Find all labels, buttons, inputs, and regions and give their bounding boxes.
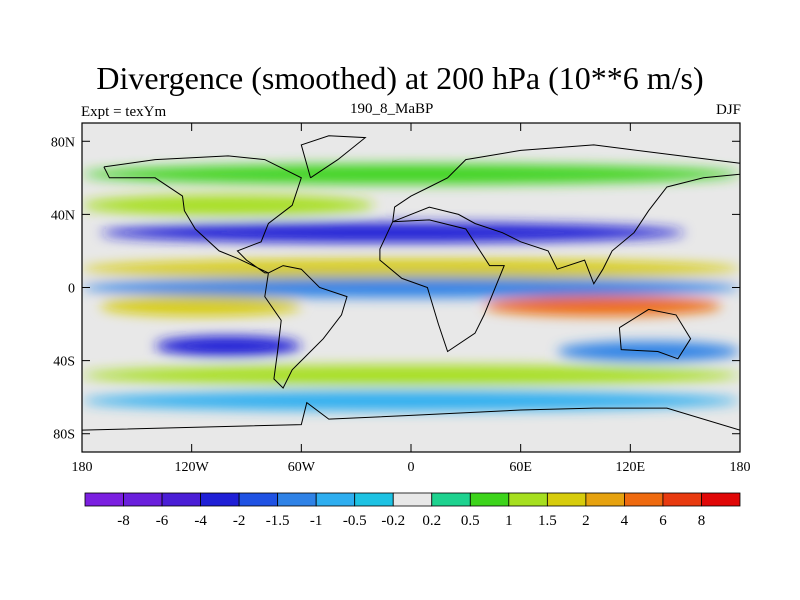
field-band-6 <box>100 295 302 316</box>
subtitle-left: Expt = texYm <box>81 104 167 120</box>
colorbar-swatch <box>546 492 587 507</box>
x-axis: 180 120W 60W 0 60E 120E 180 <box>72 123 751 475</box>
colorbar-label: -0.5 <box>343 513 367 529</box>
coastline-segment-6 <box>82 401 740 431</box>
colorbar-swatch <box>392 492 433 507</box>
colorbar-swatch <box>200 492 240 507</box>
coastline-segment-4 <box>392 144 740 285</box>
colorbar-label: 0.2 <box>422 513 441 529</box>
field-band-3 <box>82 259 740 280</box>
y-tick-label: 80S <box>53 428 75 443</box>
y-tick-label: 0 <box>68 282 75 297</box>
colorbar-label: -0.2 <box>381 513 405 529</box>
colorbar-label: 6 <box>659 513 667 529</box>
colorbar-swatch <box>624 492 664 507</box>
map-plot-area <box>81 122 741 453</box>
coastline-segment-0 <box>103 155 302 274</box>
field-band-2 <box>100 222 686 243</box>
colorbar: -8 -6 -4 -2 -1.5 -1 -0.5 -0.2 0.2 0.5 1 1.5 2 4 6 8 <box>84 492 741 529</box>
colorbar-swatch <box>123 492 163 507</box>
x-tick-label: 60E <box>509 460 532 475</box>
y-axis: 80N 40N 0 40S 80S <box>51 135 740 443</box>
coastline-segment-2 <box>300 135 367 179</box>
chart-title: Divergence (smoothed) at 200 hPa (10**6 … <box>96 60 704 96</box>
colorbar-swatch <box>84 492 124 507</box>
coastline-segment-1 <box>264 265 348 389</box>
y-tick-label: 40S <box>53 355 75 370</box>
colorbar-label: -2 <box>233 513 246 529</box>
colorbar-label: 1.5 <box>538 513 557 529</box>
colorbar-label: -1.5 <box>266 513 290 529</box>
colorbar-label: -4 <box>194 513 207 529</box>
colorbar-label: -6 <box>156 513 169 529</box>
x-tick-label: 60W <box>288 460 316 475</box>
y-tick-label: 80N <box>51 135 75 150</box>
field-band-0 <box>82 164 740 185</box>
field-band-5 <box>484 295 722 316</box>
coastline <box>82 135 740 431</box>
x-tick-label: 120W <box>175 460 210 475</box>
field-band-9 <box>82 365 740 386</box>
colorbar-swatch <box>508 492 548 507</box>
field-band-10 <box>82 390 740 411</box>
colorbar-label: 0.5 <box>461 513 480 529</box>
colorbar-label: 2 <box>582 513 590 529</box>
field-band-4 <box>82 277 740 298</box>
field-band-7 <box>155 335 302 356</box>
colorbar-label: -1 <box>310 513 323 529</box>
colorbar-swatch <box>238 492 279 507</box>
colorbar-swatch <box>161 492 201 507</box>
x-tick-label: 0 <box>408 460 415 475</box>
x-tick-label: 120E <box>616 460 646 475</box>
colorbar-label: 1 <box>505 513 513 529</box>
subtitle-center: 190_8_MaBP <box>350 101 434 117</box>
y-tick-label: 40N <box>51 208 75 223</box>
colorbar-label: 4 <box>621 513 629 529</box>
colorbar-swatch <box>277 492 317 507</box>
colorbar-label: -8 <box>117 513 130 529</box>
colorbar-swatch <box>585 492 625 507</box>
subtitle-right: DJF <box>715 102 741 118</box>
coastline-segment-5 <box>618 308 692 360</box>
x-tick-label: 180 <box>730 460 751 475</box>
colorbar-swatch <box>701 492 741 507</box>
colorbar-swatch <box>431 492 471 507</box>
colorbar-swatch <box>662 492 702 507</box>
colorbar-swatch <box>315 492 356 507</box>
colorbar-swatch <box>354 492 394 507</box>
field-band-1 <box>82 195 375 216</box>
colorbar-swatch <box>469 492 510 507</box>
x-tick-label: 180 <box>72 460 93 475</box>
colorbar-label: 8 <box>698 513 706 529</box>
coastline-segment-3 <box>379 219 505 353</box>
